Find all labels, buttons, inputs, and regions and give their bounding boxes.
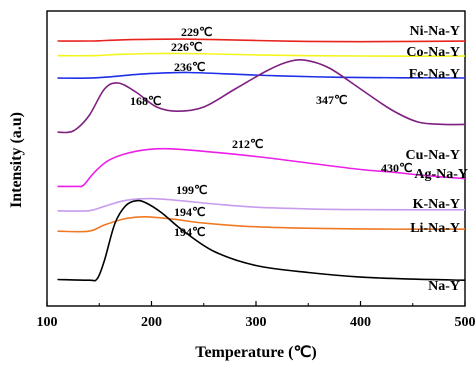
series-label-k-na-y: K-Na-Y xyxy=(413,197,460,212)
peak-label: 194℃ xyxy=(174,205,205,219)
series-label-cu-na-y: Cu-Na-Y xyxy=(406,148,460,163)
series-label-li-na-y: Li-Na-Y xyxy=(410,221,460,236)
series-label-ag-na-y: Ag-Na-Y xyxy=(414,167,468,182)
series-line-k-na-y xyxy=(57,197,466,212)
series-line-ag-na-y xyxy=(57,147,466,188)
y-axis-title: Intensity (a.u) xyxy=(8,112,25,208)
series-label-fe-na-y: Fe-Na-Y xyxy=(409,67,460,82)
peak-label: 168℃ xyxy=(130,94,161,108)
series-line-cu-na-y xyxy=(57,59,466,134)
x-tick-label: 200 xyxy=(141,315,162,330)
series-curves xyxy=(57,38,466,282)
x-tick-label: 100 xyxy=(37,315,58,330)
peak-label: 226℃ xyxy=(171,40,202,54)
x-axis-title: Temperature (℃) xyxy=(195,344,317,361)
peak-label: 212℃ xyxy=(232,137,263,151)
series-labels: Ni-Na-Y Co-Na-Y Fe-Na-Y Cu-Na-Y Ag-Na-Y K-Na-… xyxy=(406,24,468,294)
x-axis-ticks: 100 200 300 400 500 xyxy=(37,301,476,330)
peak-label: 194℃ xyxy=(174,225,205,239)
series-line-ni-na-y xyxy=(57,38,466,43)
series-label-ni-na-y: Ni-Na-Y xyxy=(409,24,460,39)
series-label-na-y: Na-Y xyxy=(428,279,460,294)
series-line-co-na-y xyxy=(57,52,466,58)
series-label-co-na-y: Co-Na-Y xyxy=(406,45,460,60)
series-line-na-y xyxy=(57,199,466,282)
x-tick-label: 400 xyxy=(350,315,371,330)
peak-label: 347℃ xyxy=(316,93,347,107)
series-line-fe-na-y xyxy=(57,71,466,79)
peak-label: 229℃ xyxy=(181,25,212,39)
x-tick-label: 500 xyxy=(455,315,476,330)
peak-label: 236℃ xyxy=(174,60,205,74)
x-tick-label: 300 xyxy=(246,315,267,330)
peak-label: 199℃ xyxy=(176,183,207,197)
series-line-li-na-y xyxy=(57,215,465,233)
peak-label: 430℃ xyxy=(381,161,412,175)
